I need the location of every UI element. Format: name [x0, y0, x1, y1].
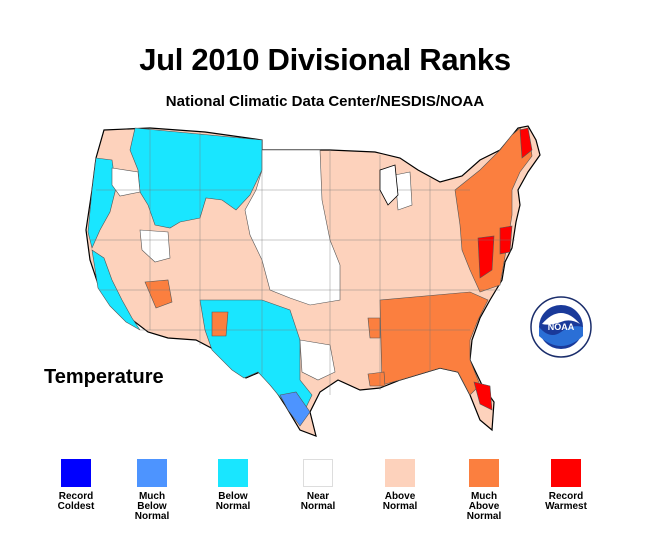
legend-item-much-above-normal: Much Above Normal [444, 459, 524, 522]
region-much-above-southwest [144, 279, 173, 309]
region-record-warmest-maine [519, 127, 533, 159]
legend-label: Above Normal [382, 491, 418, 512]
legend-item-near-normal: Near Normal [278, 459, 358, 512]
legend-label: Record Coldest [57, 491, 95, 512]
legend-label: Below Normal [215, 491, 251, 512]
legend-swatch [551, 459, 581, 487]
map-title: Jul 2010 Divisional Ranks [139, 42, 511, 77]
region-much-above-texas-coast [279, 391, 311, 427]
region-near-normal-plains [244, 149, 341, 306]
legend-swatch [303, 459, 333, 487]
legend-label: Near Normal [300, 491, 336, 512]
region-near-normal-michigan [394, 171, 413, 211]
region-near-normal-west [111, 167, 141, 197]
legend-item-below-normal: Below Normal [193, 459, 273, 512]
legend-swatch [61, 459, 91, 487]
region-much-above-northeast [454, 127, 533, 293]
legend-swatch [385, 459, 415, 487]
region-much-above-gulf [367, 371, 386, 387]
legend-label: Record Warmest [545, 491, 587, 512]
great-lakes [379, 164, 399, 206]
noaa-logo-text: NOAA [548, 322, 575, 332]
region-much-above-arizona [211, 311, 229, 337]
noaa-logo: NOAA [530, 296, 592, 358]
region-near-normal-nevada [139, 229, 171, 263]
region-record-warmest-florida [473, 381, 493, 411]
legend-item-record-warmest: Record Warmest [526, 459, 606, 512]
region-near-normal-texas [299, 339, 336, 381]
division-boundaries [90, 128, 515, 395]
legend-item-above-normal: Above Normal [360, 459, 440, 512]
region-much-above-southeast [379, 291, 489, 396]
map-subtitle: National Climatic Data Center/NESDIS/NOA… [165, 93, 485, 110]
legend-swatch [137, 459, 167, 487]
region-record-warmest-virginia [477, 235, 495, 279]
legend-label: Much Below Normal [134, 491, 170, 522]
legend-swatch [218, 459, 248, 487]
region-much-above-arkansas [367, 317, 381, 339]
legend-item-record-coldest: Record Coldest [36, 459, 116, 512]
legend-item-much-below-normal: Much Below Normal [112, 459, 192, 522]
variable-label: Temperature [44, 366, 164, 388]
legend-swatch [469, 459, 499, 487]
legend-label: Much Above Normal [466, 491, 502, 522]
